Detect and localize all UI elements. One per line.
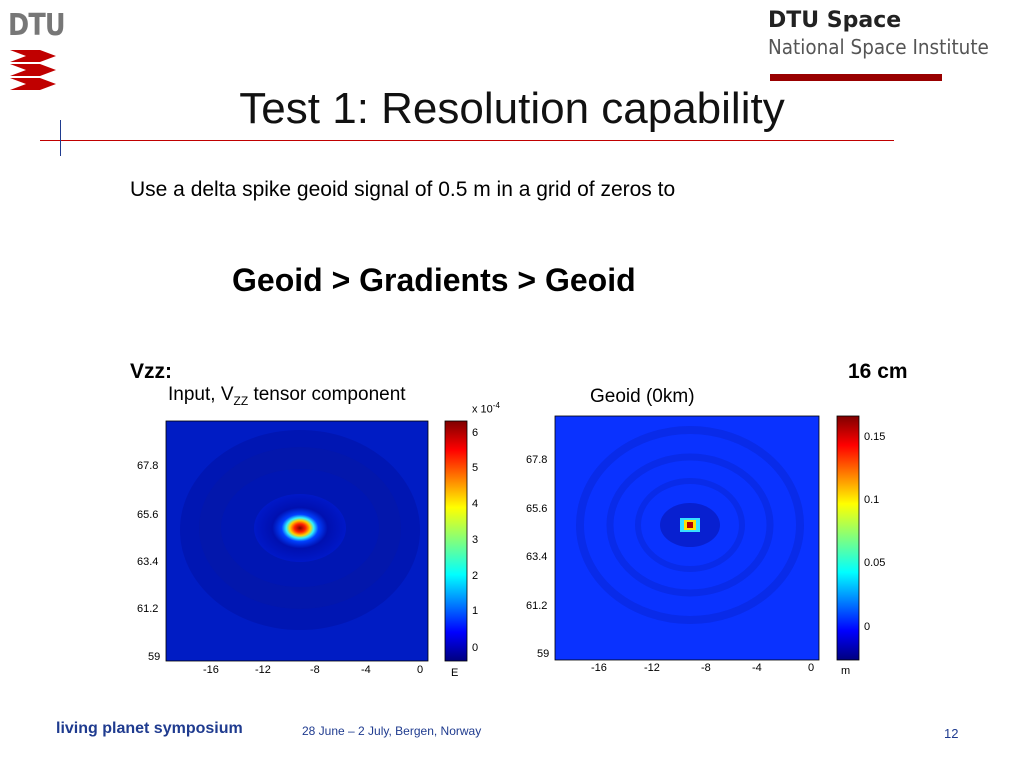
plot1-cbar-tick: 4 [472,498,479,510]
org-subtitle: National Space Institute [768,35,989,59]
dtu-logo-text: DTU [8,8,66,43]
plot2-cbar-tick: 0.15 [864,431,886,443]
dtu-logo-icon [10,50,56,90]
plot1-colorbar [444,420,468,662]
plot1-cbar-tick: 1 [472,605,479,617]
plot1-cbar-tick: 3 [472,534,479,546]
plot1-cbar-tick: 0 [472,642,479,654]
org-name: DTU Space [768,8,902,33]
plot1-heatmap [165,420,429,662]
left-label: Vzz: [130,360,172,383]
plot2-ytick: 61.2 [526,600,548,612]
slide-subtitle: Use a delta spike geoid signal of 0.5 m … [130,178,676,201]
plot1-title-sub: ZZ [233,393,249,408]
plot2-xtick: -8 [701,662,711,674]
plot1-ytick: 61.2 [137,603,159,615]
right-label: 16 cm [848,360,908,383]
plot1-cbar-unit: E [451,667,459,679]
plot2-cbar-tick: 0.1 [864,494,880,506]
plot1-xtick: -16 [203,664,219,676]
plot1-title-main: Input, V [168,384,234,405]
title-underline [40,140,894,141]
plot1-cbar-tick: 2 [472,570,479,582]
exponent-base: x 10 [472,403,493,416]
plot2-title: Geoid (0km) [590,386,695,407]
plot2-ytick: 67.8 [526,454,548,466]
plot1-cbar-tick: 6 [472,427,479,439]
footer-dates: 28 June – 2 July, Bergen, Norway [302,724,482,738]
plot2-xtick: 0 [808,662,815,674]
plot2-cbar-tick: 0 [864,621,871,633]
plot1-ytick: 59 [148,651,161,663]
org-accent-bar [770,74,942,81]
plot1-cbar-tick: 5 [472,462,479,474]
plot1-title: Input, VZZ tensor component [168,384,406,408]
plot2-ytick: 59 [537,648,550,660]
plot2-colorbar [836,415,860,661]
plot2-ytick: 65.6 [526,503,548,515]
plot1-xtick: -8 [310,664,320,676]
slide-title: Test 1: Resolution capability [239,84,785,133]
plot1-ytick: 63.4 [137,556,159,568]
plot2-xtick: -4 [752,662,762,674]
exponent-power: -4 [492,401,500,410]
plot2-ytick: 63.4 [526,551,548,563]
title-marker [60,120,61,156]
plot1-xtick: -4 [361,664,371,676]
plot1-ytick: 65.6 [137,509,159,521]
plot2-cbar-tick: 0.05 [864,557,886,569]
plot1-title-rest: tensor component [248,384,406,405]
plot1-xtick: -12 [255,664,271,676]
plot1-colorbar-exponent: x 10-4 [472,401,500,416]
plot2-cbar-unit: m [841,665,851,677]
plot1-ytick: 67.8 [137,460,159,472]
plot2-xtick: -16 [591,662,607,674]
plot2-heatmap [554,415,820,661]
process-flow: Geoid > Gradients > Geoid [232,262,636,298]
plot1-xtick: 0 [417,664,424,676]
footer-event: living planet symposium [56,720,243,737]
page-number: 12 [944,726,959,741]
plot2-xtick: -12 [644,662,660,674]
